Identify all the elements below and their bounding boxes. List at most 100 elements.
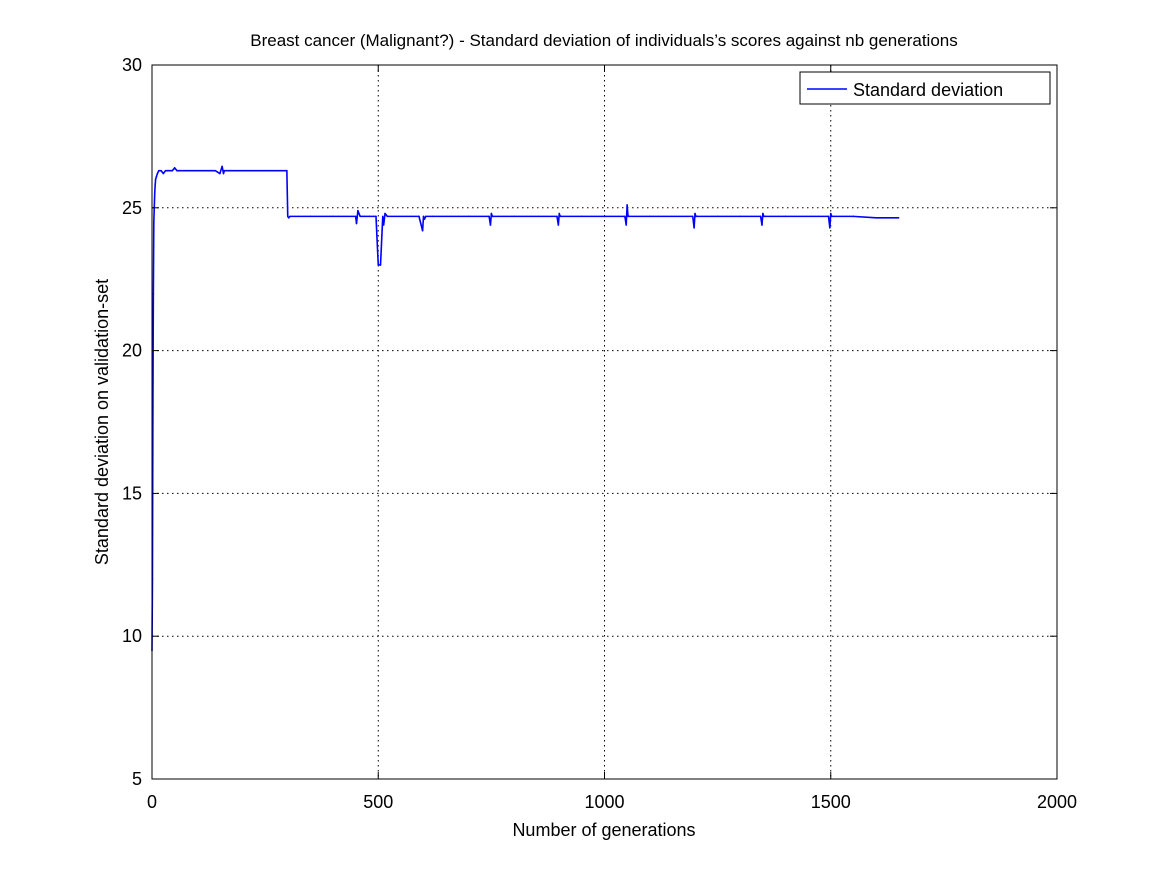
data-point: [264, 169, 266, 172]
data-point: [377, 264, 380, 266]
data-point: [382, 224, 385, 226]
data-point: [187, 169, 189, 172]
data-point: [154, 178, 157, 181]
data-point: [219, 172, 221, 175]
data-point: [829, 212, 832, 215]
x-tick-label: 1500: [811, 792, 851, 812]
data-point: [827, 215, 830, 218]
data-point: [625, 224, 628, 226]
data-point: [422, 215, 425, 218]
data-point: [695, 215, 697, 218]
data-point: [354, 215, 357, 218]
legend: Standard deviation: [799, 71, 1051, 105]
data-point: [173, 167, 176, 169]
data-point: [289, 215, 291, 218]
data-point: [309, 215, 312, 218]
data-point: [225, 169, 228, 172]
data-point: [832, 215, 834, 218]
data-point: [628, 215, 631, 218]
data-point: [691, 215, 694, 218]
data-point: [560, 215, 563, 218]
data-point: [357, 209, 359, 212]
chart-title: Breast cancer (Malignant?) - Standard de…: [250, 31, 957, 50]
data-point: [829, 226, 831, 229]
data-point: [359, 215, 361, 218]
x-tick-label: 0: [147, 792, 157, 812]
data-point: [196, 169, 199, 172]
data-point: [490, 212, 493, 215]
data-point: [762, 212, 764, 215]
data-point: [178, 169, 180, 172]
data-point: [513, 215, 515, 218]
data-point: [154, 184, 156, 186]
data-point: [696, 215, 699, 218]
data-point: [875, 217, 877, 219]
y-axis-label: Standard deviation on validation-set: [92, 279, 112, 565]
x-tick-label: 1000: [584, 792, 624, 812]
data-point: [491, 215, 494, 218]
data-point: [286, 169, 288, 172]
data-point: [164, 169, 167, 172]
data-point: [648, 215, 651, 218]
data-point: [627, 215, 629, 218]
data-point: [361, 215, 364, 218]
data-point: [286, 215, 289, 218]
y-tick-label: 5: [132, 769, 142, 789]
data-point: [557, 224, 560, 226]
y-tick-label: 25: [122, 198, 142, 218]
data-point: [171, 169, 174, 172]
data-point: [581, 215, 583, 218]
data-point: [372, 215, 375, 218]
data-point: [155, 175, 158, 178]
data-point: [418, 215, 420, 218]
data-point: [764, 215, 766, 218]
data-point: [167, 169, 169, 172]
data-point: [761, 224, 763, 226]
data-point: [421, 229, 424, 232]
data-point: [379, 264, 382, 266]
data-point: [492, 215, 495, 218]
data-point: [368, 215, 371, 218]
data-point: [852, 215, 855, 218]
data-point: [624, 215, 626, 218]
data-point: [558, 212, 561, 215]
ticks: 0 500 1000 1500 2000 5 10 15 20 25 30: [122, 55, 1077, 812]
data-point: [716, 215, 719, 218]
data-point: [381, 215, 384, 218]
data-point: [897, 217, 900, 219]
data-point: [384, 212, 386, 215]
data-point: [214, 169, 217, 172]
y-tick-label: 30: [122, 55, 142, 75]
data-point: [830, 215, 833, 218]
data-point: [559, 215, 561, 218]
x-tick-label: 2000: [1037, 792, 1077, 812]
data-point: [363, 215, 366, 218]
data-point: [169, 169, 171, 172]
plot-area: [152, 65, 1057, 779]
legend-box: [799, 71, 1051, 105]
data-point: [431, 215, 434, 218]
data-point: [152, 292, 155, 295]
data-point: [603, 215, 606, 218]
data-point: [693, 226, 695, 229]
data-point: [423, 218, 426, 221]
data-point: [223, 169, 226, 172]
data-point: [424, 215, 427, 218]
series-layer: [151, 165, 900, 652]
data-point: [355, 222, 358, 225]
data-point: [739, 215, 742, 218]
data-point: [762, 215, 765, 218]
data-point: [156, 172, 159, 175]
legend-label-standard-deviation: Standard deviation: [853, 80, 1003, 100]
data-point: [176, 169, 178, 172]
data-point: [287, 217, 290, 219]
data-point: [488, 215, 490, 218]
data-point: [153, 192, 156, 195]
y-tick-label: 20: [122, 341, 142, 361]
data-point: [489, 224, 492, 226]
data-point: [375, 215, 377, 218]
data-point: [784, 215, 787, 218]
data-point: [160, 169, 162, 172]
y-tick-label: 10: [122, 626, 142, 646]
